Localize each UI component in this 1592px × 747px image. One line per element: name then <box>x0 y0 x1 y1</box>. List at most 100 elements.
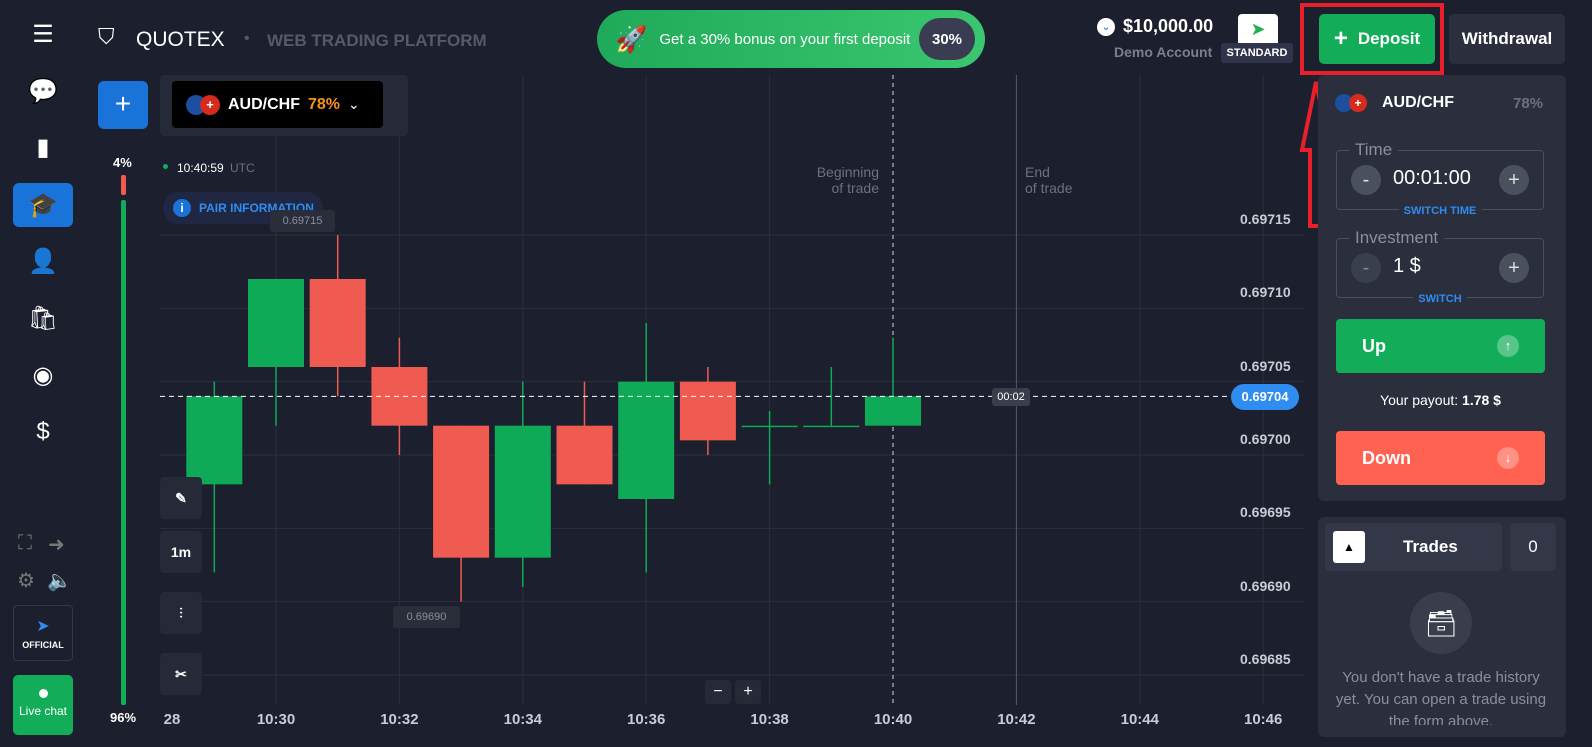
promo-badge: 30% <box>919 18 975 60</box>
fullscreen-icon[interactable]: ⛶ <box>18 532 32 554</box>
time-minus-button[interactable]: - <box>1351 165 1381 195</box>
y-tick-label: 0.69705 <box>1240 357 1291 374</box>
empty-trades-text: You don't have a trade history yet. You … <box>1335 669 1547 725</box>
settings-gear-icon[interactable]: ⚙ <box>17 570 35 592</box>
y-tick-label: 0.69700 <box>1240 431 1291 447</box>
x-tick-label: 10:32 <box>380 711 419 728</box>
draw-pencil-button[interactable]: ✎ <box>160 477 202 519</box>
signals-icon[interactable]: ◉ <box>32 361 54 389</box>
promo-banner[interactable]: 🚀 Get a 30% bonus on your first deposit … <box>597 10 985 68</box>
sentiment-up-percent: 96% <box>110 710 137 725</box>
sentiment-down-percent: 4% <box>113 155 132 170</box>
account-status-icon[interactable]: ➤ <box>1238 14 1278 44</box>
up-button[interactable]: Up ↑ <box>1336 319 1545 373</box>
profile-icon[interactable]: 👤 <box>28 247 58 275</box>
candle-body <box>618 381 675 500</box>
deposit-button[interactable]: + Deposit <box>1319 14 1435 64</box>
price-chart[interactable] <box>0 0 1310 747</box>
time-plus-button[interactable]: + <box>1499 165 1529 195</box>
analytics-icon[interactable]: ▮ <box>36 133 50 161</box>
beginning-of-trade-label: Beginning of trade <box>816 164 879 196</box>
y-tick-label: 0.69715 <box>1240 211 1291 227</box>
arrow-down-icon: ↓ <box>1497 447 1519 469</box>
x-tick-label: 28 <box>163 711 181 728</box>
panel-payout: 78% <box>1513 95 1544 112</box>
market-icon[interactable]: 🛍 <box>27 304 59 332</box>
account-tier-badge: STANDARD <box>1221 43 1293 63</box>
sentiment-up-bar <box>121 200 126 705</box>
coins-icon[interactable]: $ <box>36 418 50 445</box>
add-chart-button[interactable]: + <box>98 81 148 129</box>
candle-body <box>803 425 860 428</box>
timeframe-button[interactable]: 1m <box>160 531 202 573</box>
candle-body <box>186 396 243 485</box>
current-price-label: 0.69704 <box>1231 384 1299 410</box>
x-tick-label: 10:44 <box>1120 711 1159 728</box>
sentiment-down-bar <box>121 175 126 195</box>
trades-header[interactable]: ▲ Trades <box>1325 523 1502 571</box>
y-tick-label: 0.69695 <box>1240 504 1291 521</box>
education-icon[interactable]: 🎓 <box>13 183 73 227</box>
x-tick-label: 10:38 <box>750 711 789 728</box>
chf-flag-icon: + <box>1349 94 1367 112</box>
account-chevron-icon[interactable]: ⌄ <box>1097 18 1115 36</box>
live-chat-button[interactable]: Live chat <box>13 675 73 735</box>
empty-box-icon: 🗃 <box>1410 592 1472 654</box>
candle-body <box>679 381 736 441</box>
quotex-logo-icon: ⛉ <box>98 24 115 49</box>
investment-plus-button[interactable]: + <box>1499 253 1529 283</box>
platform-subtitle: WEB TRADING PLATFORM <box>267 31 487 50</box>
panel-pair: AUD/CHF <box>1382 94 1454 111</box>
plus-icon: + <box>1333 25 1348 52</box>
collapse-triangle-icon[interactable]: ▲ <box>1333 531 1365 563</box>
payout-text: Your payout: 1.78 $ <box>1380 392 1501 408</box>
candles <box>160 235 921 602</box>
candle-body <box>248 279 304 368</box>
chart-type-candles-icon[interactable]: ⫶ <box>160 592 202 634</box>
time-value[interactable]: 00:01:00 <box>1393 167 1471 189</box>
zoom-out-button[interactable]: − <box>705 680 731 704</box>
down-button[interactable]: Down ↓ <box>1336 431 1545 485</box>
chf-flag-icon: + <box>200 94 220 115</box>
trades-count: 0 <box>1510 523 1556 571</box>
investment-field[interactable]: Investment - 1 $ + SWITCH <box>1336 228 1544 305</box>
zoom-in-button[interactable]: + <box>735 680 761 704</box>
aud-flag-icon <box>1335 94 1353 112</box>
time-field[interactable]: Time - 00:01:00 + SWITCH TIME <box>1336 140 1544 217</box>
max-price-marker: 0.69715 <box>270 210 335 232</box>
annotation-highlight-box <box>1300 3 1444 75</box>
official-telegram-button[interactable]: ➤ OFFICIAL <box>13 605 73 661</box>
info-icon: i <box>173 199 191 217</box>
x-tick-label: 10:42 <box>997 711 1036 728</box>
indicators-icon[interactable]: ✂ <box>160 653 202 695</box>
candle-body <box>309 279 366 368</box>
x-tick-label: 10:30 <box>256 711 296 728</box>
candle-countdown: 00:02 <box>992 388 1030 406</box>
x-tick-label: 10:36 <box>627 711 666 728</box>
sound-icon[interactable]: 🔈 <box>47 570 72 592</box>
withdrawal-button[interactable]: Withdrawal <box>1449 14 1565 64</box>
timezone: UTC <box>230 161 255 175</box>
separator-dot: • <box>244 30 250 47</box>
account-type: Demo Account <box>1114 44 1213 60</box>
server-clock: 10:40:59 <box>177 161 224 175</box>
balance[interactable]: $10,000.00 <box>1123 16 1214 36</box>
live-dot-icon <box>163 164 168 169</box>
switch-time-link[interactable]: SWITCH TIME <box>1398 205 1482 217</box>
menu-icon[interactable]: ☰ <box>32 20 54 48</box>
investment-minus-button[interactable]: - <box>1351 253 1381 283</box>
candle-body <box>556 425 613 485</box>
logout-arrow-icon[interactable]: ➜ <box>48 534 65 556</box>
y-tick-label: 0.69685 <box>1240 651 1291 667</box>
candle-body <box>741 425 798 428</box>
x-tick-label: 10:40 <box>873 711 913 728</box>
brand-name: QUOTEX <box>136 28 225 51</box>
candle-body <box>865 396 921 426</box>
switch-link[interactable]: SWITCH <box>1413 293 1467 305</box>
telegram-icon: ➤ <box>36 618 50 635</box>
end-of-trade-label: End of trade <box>1025 164 1073 196</box>
min-price-marker: 0.69690 <box>393 606 460 628</box>
help-icon[interactable]: 💬 <box>28 77 58 105</box>
asset-selector[interactable]: + AUD/CHF 78% ⌄ <box>172 81 383 128</box>
investment-value[interactable]: 1 $ <box>1393 255 1421 277</box>
